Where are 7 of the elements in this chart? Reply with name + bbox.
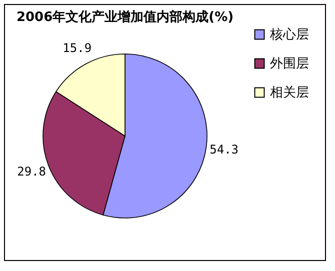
data-label: 29.8 (17, 164, 46, 179)
legend-label: 外围层 (270, 56, 309, 72)
legend-label: 核心层 (269, 26, 309, 42)
chart-title: 2006年文化产业增加值内部构成(%) (16, 9, 234, 25)
data-label: 15.9 (62, 41, 92, 56)
data-label: 54.3 (210, 142, 239, 156)
legend-label: 相关层 (270, 86, 309, 100)
